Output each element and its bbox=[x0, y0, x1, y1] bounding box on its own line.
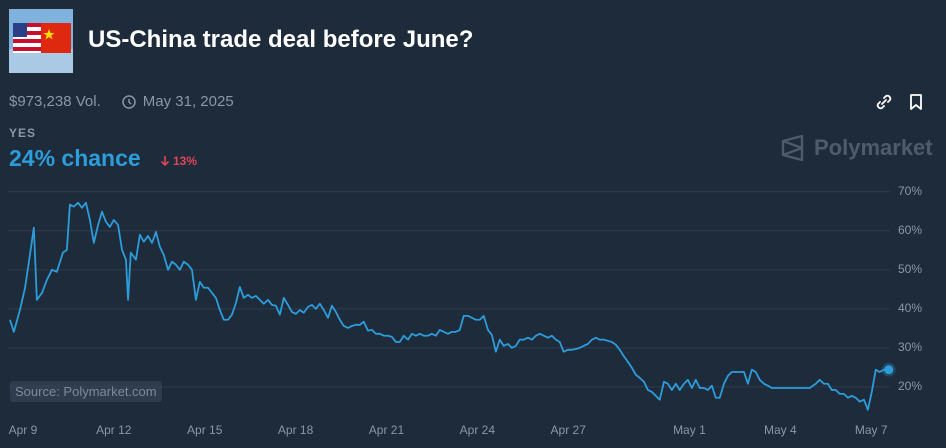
x-tick-label: Apr 15 bbox=[187, 423, 223, 437]
bookmark-button[interactable] bbox=[906, 92, 926, 112]
y-tick-label: 50% bbox=[898, 262, 922, 276]
y-tick-label: 60% bbox=[898, 223, 922, 237]
x-tick-label: May 7 bbox=[855, 423, 888, 437]
x-tick-label: May 4 bbox=[764, 423, 797, 437]
end-date: May 31, 2025 bbox=[142, 93, 234, 110]
brand-logo bbox=[781, 134, 804, 162]
x-tick-label: Apr 18 bbox=[278, 423, 314, 437]
market-image bbox=[9, 9, 73, 73]
clock-icon bbox=[122, 94, 136, 109]
x-tick-label: May 1 bbox=[673, 423, 706, 437]
change: 13% bbox=[160, 154, 197, 168]
x-tick-label: Apr 12 bbox=[96, 423, 132, 437]
price-line bbox=[9, 201, 889, 411]
change-value: 13% bbox=[173, 154, 198, 168]
volume: $973,238 Vol. bbox=[9, 93, 101, 110]
watermark: Polymarket bbox=[780, 134, 933, 162]
down-arrow bbox=[160, 156, 170, 167]
x-tick-label: Apr 24 bbox=[460, 423, 496, 437]
link-button[interactable] bbox=[874, 92, 894, 112]
x-tick-label: Apr 9 bbox=[9, 423, 38, 437]
outcome-label: YES bbox=[9, 126, 37, 140]
brand-name: Polymarket bbox=[814, 135, 933, 160]
x-tick-label: Apr 21 bbox=[369, 423, 405, 437]
chance: 24% chance bbox=[9, 145, 141, 171]
y-tick-label: 20% bbox=[898, 379, 922, 393]
current-point bbox=[884, 365, 894, 375]
market-meta: $973,238 Vol. May 31, 2025 bbox=[9, 93, 234, 110]
x-tick-label: Apr 27 bbox=[551, 423, 587, 437]
market-title: US-China trade deal before June? bbox=[88, 26, 474, 53]
y-tick-label: 70% bbox=[898, 184, 922, 198]
y-tick-label: 30% bbox=[898, 340, 922, 354]
y-tick-label: 40% bbox=[898, 301, 922, 315]
source-note: Source: Polymarket.com bbox=[10, 381, 162, 402]
